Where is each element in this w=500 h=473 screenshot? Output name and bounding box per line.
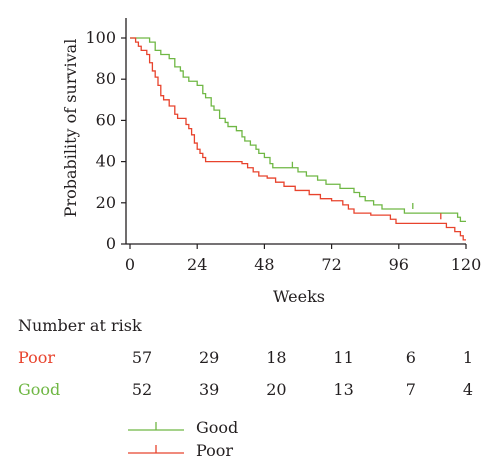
x-tick-label: 96	[389, 255, 409, 274]
y-tick-label: 40	[96, 152, 116, 171]
x-tick-label: 48	[254, 255, 274, 274]
risk-row-label-poor: Poor	[18, 348, 56, 367]
poor-line-sample-icon	[128, 445, 184, 454]
risk-cell: 18	[266, 348, 287, 367]
axes: 0 24 48 72 96 120 0 20 40 60 80 100	[85, 18, 481, 274]
risk-cell: 52	[131, 380, 153, 399]
x-tick-label: 120	[451, 255, 482, 274]
risk-cell: 4	[462, 380, 474, 399]
legend-label-poor: Poor	[196, 441, 234, 460]
series-line-good	[130, 37, 466, 222]
x-tick-label: 24	[187, 255, 207, 274]
risk-cell: 6	[405, 348, 416, 367]
risk-cell: 29	[199, 348, 220, 367]
legend-label-good: Good	[196, 418, 239, 437]
y-axis-label: Probability of survival	[61, 39, 80, 218]
risk-cell: 13	[333, 380, 354, 399]
x-tick-label: 72	[321, 255, 341, 274]
risk-cell: 39	[199, 380, 220, 399]
x-axis-label: Weeks	[273, 287, 325, 306]
risk-cell: 11	[333, 348, 354, 367]
risk-cell: 1	[462, 348, 474, 367]
risk-cell: 57	[131, 348, 153, 367]
series-line-poor	[130, 37, 466, 241]
y-tick-label: 80	[96, 69, 116, 88]
y-tick-label: 60	[96, 110, 116, 129]
risk-cell: 20	[266, 380, 287, 399]
risk-table-title: Number at risk	[18, 316, 142, 335]
y-tick-label: 20	[96, 193, 116, 212]
good-line-sample-icon	[128, 422, 184, 431]
risk-cell: 7	[405, 380, 416, 399]
risk-row-label-good: Good	[18, 380, 61, 399]
survival-chart: 0 24 48 72 96 120 0 20 40 60 80 100 Probability of …	[61, 18, 481, 306]
y-tick-label: 0	[106, 234, 116, 253]
y-tick-label: 100	[85, 28, 116, 47]
x-tick-label: 0	[125, 255, 135, 274]
survival-curves	[130, 37, 466, 241]
